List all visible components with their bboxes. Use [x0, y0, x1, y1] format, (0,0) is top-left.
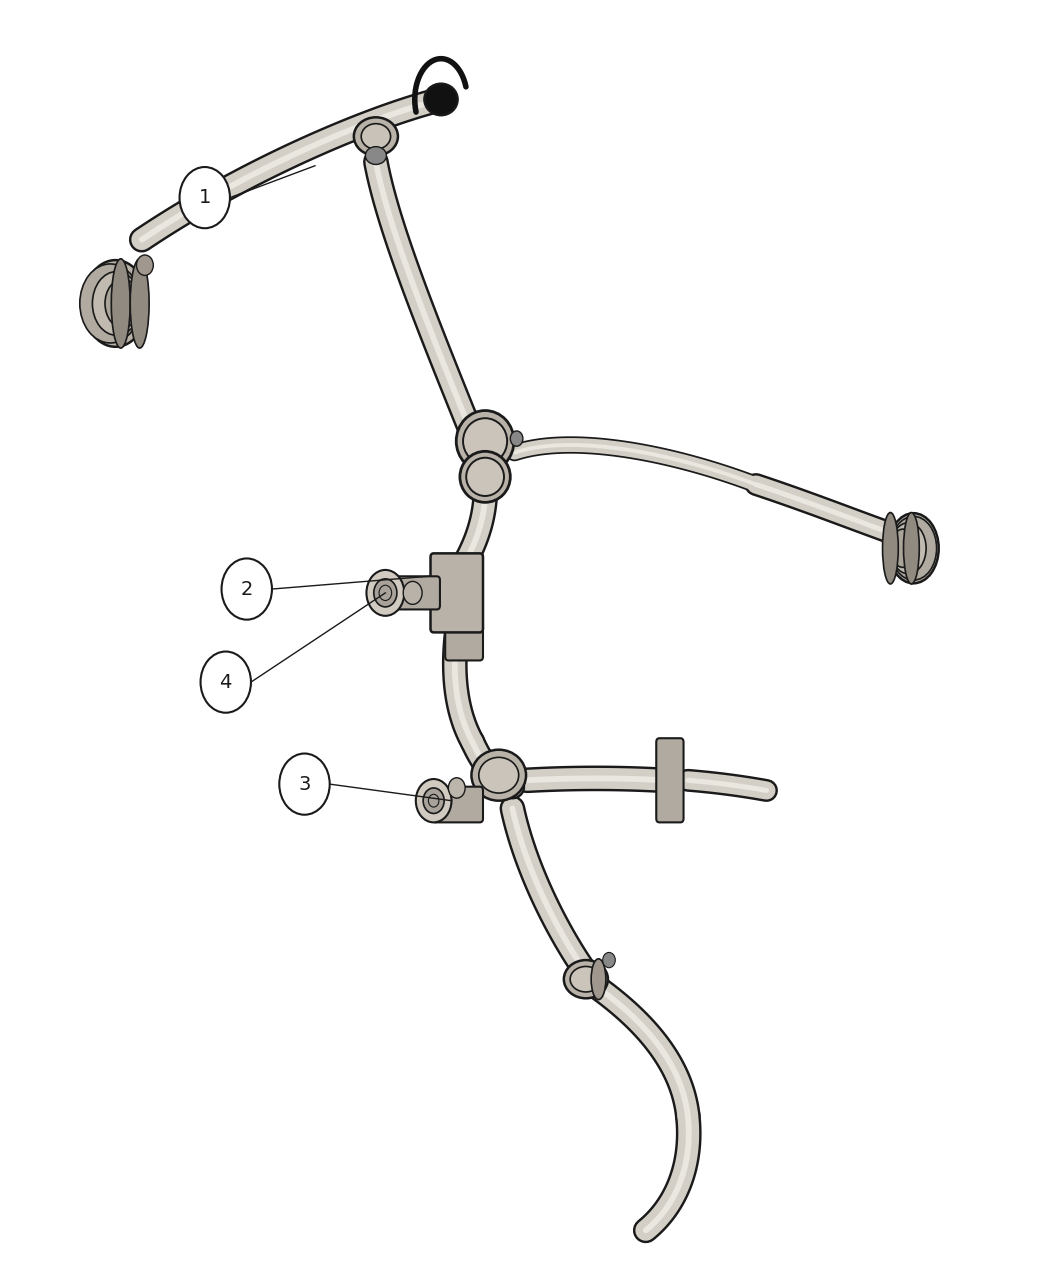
Ellipse shape — [361, 124, 391, 149]
Text: 1: 1 — [198, 189, 211, 207]
Circle shape — [448, 778, 465, 798]
Circle shape — [201, 652, 251, 713]
FancyBboxPatch shape — [433, 787, 483, 822]
Ellipse shape — [890, 523, 926, 574]
Circle shape — [603, 952, 615, 968]
Ellipse shape — [890, 529, 916, 567]
FancyBboxPatch shape — [445, 621, 483, 660]
Circle shape — [416, 779, 452, 822]
FancyBboxPatch shape — [385, 576, 440, 609]
Ellipse shape — [105, 279, 141, 328]
Ellipse shape — [118, 287, 141, 320]
Ellipse shape — [354, 117, 398, 156]
Ellipse shape — [92, 272, 141, 335]
Ellipse shape — [591, 959, 606, 1000]
Ellipse shape — [460, 451, 510, 502]
Ellipse shape — [903, 513, 920, 584]
Ellipse shape — [463, 418, 507, 464]
Ellipse shape — [365, 147, 386, 164]
Ellipse shape — [471, 750, 526, 801]
Ellipse shape — [83, 260, 148, 347]
Ellipse shape — [456, 411, 514, 472]
Circle shape — [374, 579, 397, 607]
Ellipse shape — [466, 458, 504, 496]
Ellipse shape — [424, 83, 458, 116]
Ellipse shape — [570, 966, 602, 992]
Ellipse shape — [564, 960, 608, 998]
Text: 3: 3 — [298, 775, 311, 793]
Ellipse shape — [111, 259, 130, 348]
Circle shape — [366, 570, 404, 616]
Ellipse shape — [888, 514, 939, 584]
Ellipse shape — [882, 513, 898, 584]
Ellipse shape — [479, 757, 519, 793]
Circle shape — [180, 167, 230, 228]
Ellipse shape — [130, 259, 149, 348]
Circle shape — [279, 754, 330, 815]
Text: 4: 4 — [219, 673, 232, 691]
Ellipse shape — [80, 264, 141, 343]
Circle shape — [222, 558, 272, 620]
Circle shape — [510, 431, 523, 446]
Circle shape — [136, 255, 153, 275]
Text: 2: 2 — [240, 580, 253, 598]
Ellipse shape — [890, 516, 937, 580]
Circle shape — [403, 581, 422, 604]
FancyBboxPatch shape — [656, 738, 684, 822]
FancyBboxPatch shape — [430, 553, 483, 632]
Circle shape — [423, 788, 444, 813]
